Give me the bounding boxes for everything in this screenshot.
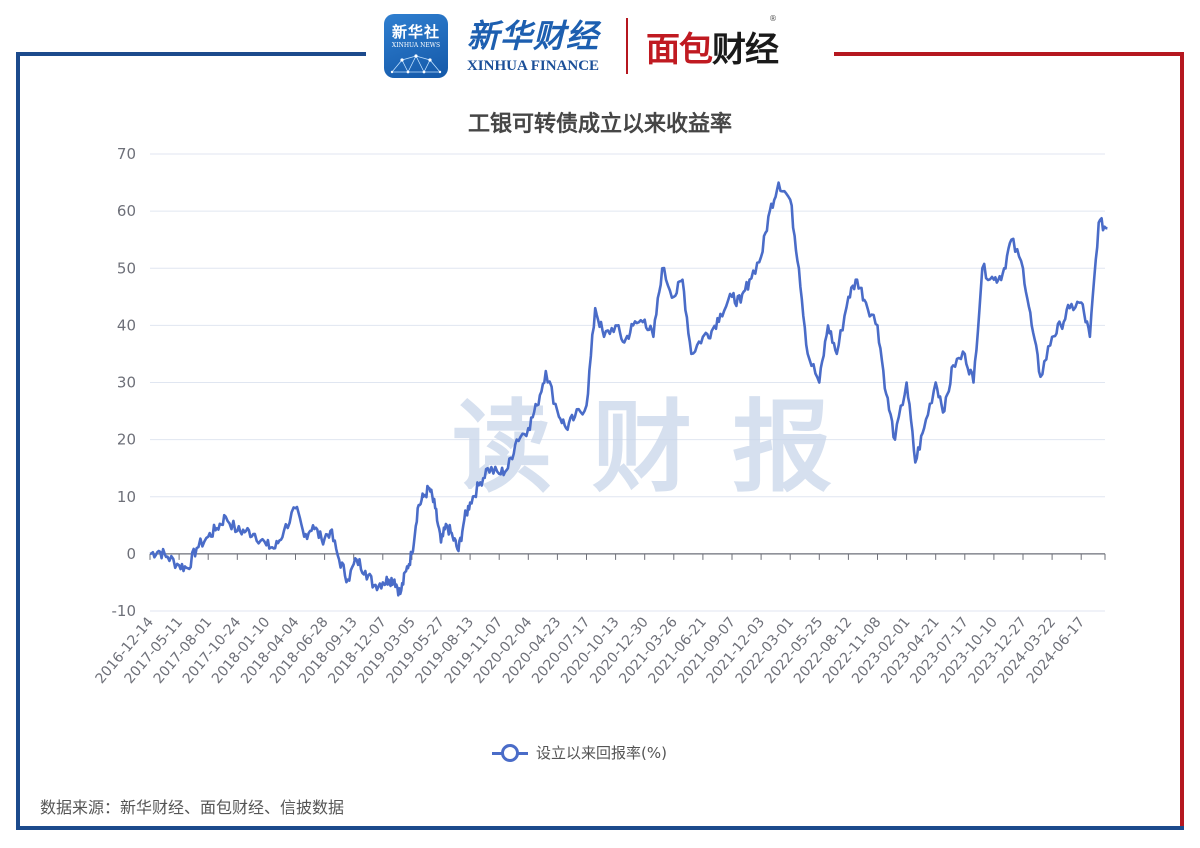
y-axis: 70 60 50 40 30 20 10 0 -10 <box>112 145 137 620</box>
x-axis: 2016-12-142017-05-112017-08-012017-10-24… <box>93 553 1106 687</box>
xinhua-badge-zh: 新华社 <box>391 23 440 41</box>
legend-label: 设立以来回报率(%) <box>536 744 667 762</box>
y-tick-label: 60 <box>117 202 136 220</box>
frame-left-border <box>16 52 20 830</box>
xinhua-finance-zh: 新华财经 <box>466 17 599 55</box>
y-tick-label: 10 <box>117 488 136 506</box>
xinhua-finance-logo: 新华财经 XINHUA FINANCE <box>458 18 608 74</box>
y-tick-label: 50 <box>117 259 136 277</box>
frame-bottom-border <box>16 826 1184 830</box>
frame-top-left-border <box>16 52 366 56</box>
data-source-note: 数据来源：新华财经、面包财经、信披数据 <box>40 798 345 817</box>
mianbao-dark-text: 财经 <box>712 29 779 70</box>
mianbao-red-text: 面包 <box>646 29 713 70</box>
frame-right-border <box>1180 52 1184 830</box>
network-icon <box>390 54 442 74</box>
xinhua-news-logo: 新华社 XINHUA NEWS <box>384 14 448 78</box>
series-line-return-rate[interactable] <box>149 181 1108 597</box>
y-tick-label: 20 <box>117 431 136 449</box>
y-tick-label: 0 <box>126 545 136 563</box>
y-tick-label: 30 <box>117 374 136 392</box>
logo-divider <box>626 18 628 74</box>
chart-gridlines <box>150 153 1105 612</box>
legend-line-circle-icon <box>492 743 528 763</box>
xinhua-finance-en: XINHUA FINANCE <box>466 58 600 74</box>
chart-title: 工银可转债成立以来收益率 <box>467 112 732 137</box>
y-tick-label: -10 <box>112 602 137 620</box>
mianbao-finance-logo: 面包财经 ® <box>646 14 779 71</box>
xinhua-badge-en: XINHUA NEWS <box>391 42 441 49</box>
registered-mark: ® <box>769 13 777 23</box>
header-logos: 新华社 XINHUA NEWS 新华财经 XINHUA FINANCE 面包财经… <box>384 12 824 80</box>
frame-top-right-border <box>834 52 1184 56</box>
y-tick-label: 40 <box>117 316 136 334</box>
chart-legend[interactable]: 设立以来回报率(%) <box>492 742 667 763</box>
y-tick-label: 70 <box>117 145 136 163</box>
